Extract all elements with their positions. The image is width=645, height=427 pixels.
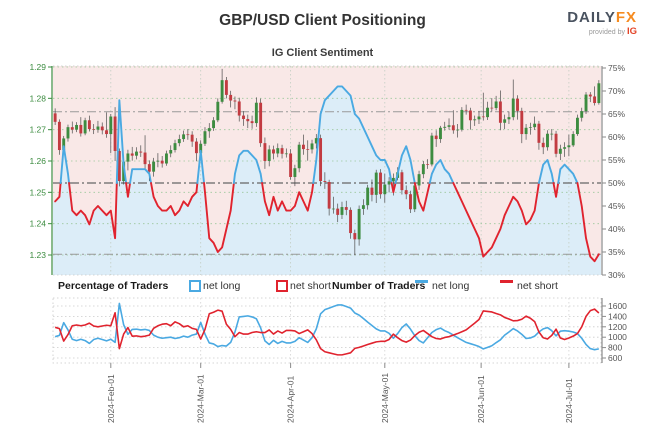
svg-text:1.25: 1.25: [29, 187, 46, 197]
reference-lines: [53, 111, 601, 255]
net-long-pct-line: [54, 85, 600, 263]
net-short-line-icon: [500, 280, 513, 283]
svg-text:30%: 30%: [608, 270, 625, 279]
svg-text:50%: 50%: [608, 178, 625, 188]
svg-text:1.27: 1.27: [29, 125, 46, 135]
svg-text:600: 600: [608, 353, 622, 363]
svg-text:1.23: 1.23: [29, 250, 46, 260]
svg-text:1200: 1200: [608, 322, 627, 332]
legend-num-group-label: Number of Traders: [332, 280, 426, 292]
svg-text:60%: 60%: [608, 132, 625, 142]
svg-text:1600: 1600: [608, 301, 627, 311]
svg-text:1400: 1400: [608, 311, 627, 321]
net-long-square-icon: [189, 280, 201, 292]
legend-pct-net-short-label: net short: [290, 280, 331, 292]
dailyfx-logo: DAILYFX provided by IG: [567, 10, 637, 37]
svg-text:1.29: 1.29: [29, 62, 46, 72]
svg-text:2024-Feb-01: 2024-Feb-01: [106, 374, 116, 423]
legend-pct-group-label: Percentage of Traders: [58, 280, 169, 292]
count-plot-frame: [52, 297, 602, 364]
svg-text:2024-Mar-01: 2024-Mar-01: [196, 374, 206, 423]
net-short-square-icon: [276, 280, 288, 292]
svg-text:45%: 45%: [608, 201, 625, 211]
svg-text:2024-Apr-01: 2024-Apr-01: [286, 375, 296, 423]
percent-axis: 75% 70% 65% 60% 55% 50% 45% 40% 35% 30%: [601, 63, 625, 279]
legend-pct-net-long-label: net long: [203, 280, 241, 292]
net-short-fill-region: [53, 66, 601, 262]
svg-text:1.26: 1.26: [29, 156, 46, 166]
chart-legend: Percentage of Traders net long net short…: [0, 279, 645, 295]
svg-text:40%: 40%: [608, 224, 625, 234]
svg-text:800: 800: [608, 343, 622, 353]
svg-text:1.28: 1.28: [29, 93, 46, 103]
long-count-line: [54, 302, 600, 351]
svg-text:2024-Jul-01: 2024-Jul-01: [564, 378, 574, 423]
count-gridlines: [53, 298, 601, 363]
svg-text:2024-May-01: 2024-May-01: [380, 373, 390, 423]
svg-text:1000: 1000: [608, 332, 627, 342]
svg-text:75%: 75%: [608, 63, 625, 73]
legend-num-net-short-label: net short: [517, 280, 558, 292]
svg-text:2024-Jun-01: 2024-Jun-01: [476, 375, 486, 423]
price-axis: 1.29 1.28 1.27 1.26 1.25 1.24 1.23: [29, 62, 53, 275]
svg-text:1.24: 1.24: [29, 219, 46, 229]
svg-text:35%: 35%: [608, 247, 625, 257]
svg-text:55%: 55%: [608, 155, 625, 165]
date-axis: 2024-Feb-01 2024-Mar-01 2024-Apr-01 2024-Ma…: [106, 363, 574, 423]
svg-text:70%: 70%: [608, 86, 625, 96]
net-long-line-icon: [415, 280, 428, 283]
logo-provided-by: provided by: [588, 29, 626, 36]
plot-frame: [53, 65, 601, 276]
page-title: GBP/USD Client Positioning: [219, 12, 426, 29]
legend-num-net-long-label: net long: [432, 280, 470, 292]
logo-ig-text: IG: [626, 26, 637, 37]
sentiment-price-chart: 1.29 1.28 1.27 1.26 1.25 1.24 1.23 75% 70% 65% 60%…: [29, 62, 625, 279]
logo-daily-text: DAILY: [567, 9, 616, 26]
short-count-line: [54, 308, 600, 356]
logo-fx-text: FX: [615, 9, 637, 26]
chart-subtitle: IG Client Sentiment: [271, 47, 374, 59]
net-long-fill-region: [53, 86, 601, 276]
svg-text:65%: 65%: [608, 109, 625, 119]
